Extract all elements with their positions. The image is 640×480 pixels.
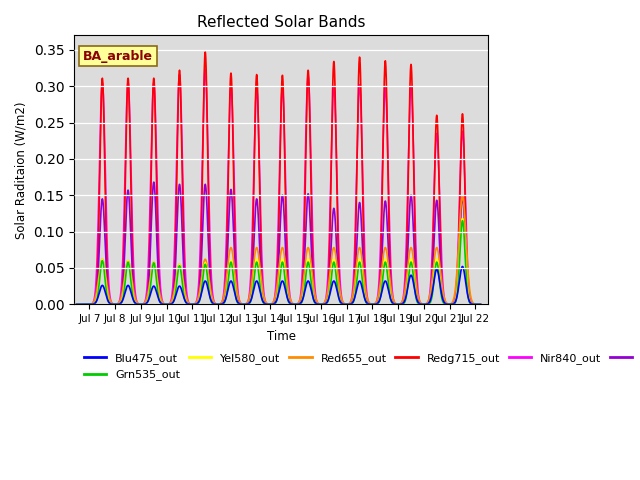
Nir840_out: [477, 301, 484, 307]
Redg715_out: [391, 301, 399, 307]
Redg715_out: [202, 49, 209, 55]
Redg715_out: [477, 301, 484, 307]
Yel580_out: [155, 292, 163, 298]
Nir945_out: [73, 301, 81, 307]
Blu475_out: [459, 264, 467, 269]
Red655_out: [73, 301, 81, 307]
Red655_out: [333, 264, 341, 270]
Redg715_out: [333, 207, 341, 213]
Line: Nir945_out: Nir945_out: [77, 182, 481, 304]
Blu475_out: [390, 301, 398, 307]
Nir945_out: [150, 180, 157, 185]
Line: Grn535_out: Grn535_out: [77, 221, 481, 304]
Grn535_out: [459, 218, 467, 224]
Nir840_out: [73, 301, 81, 307]
Yel580_out: [477, 301, 484, 307]
Nir840_out: [476, 301, 483, 307]
Blu475_out: [73, 301, 81, 307]
Nir945_out: [391, 301, 399, 307]
Yel580_out: [333, 279, 341, 285]
Legend: Blu475_out, Grn535_out, Yel580_out, Red655_out, Redg715_out, Nir840_out, Nir945_: Blu475_out, Grn535_out, Yel580_out, Red6…: [79, 348, 640, 385]
Yel580_out: [390, 301, 398, 307]
Grn535_out: [390, 301, 398, 307]
Nir840_out: [202, 67, 209, 72]
Line: Blu475_out: Blu475_out: [77, 266, 481, 304]
Nir840_out: [159, 300, 167, 305]
X-axis label: Time: Time: [267, 330, 296, 343]
Grn535_out: [155, 295, 163, 300]
Yel580_out: [476, 301, 483, 307]
Yel580_out: [459, 216, 467, 221]
Red655_out: [155, 285, 163, 291]
Red655_out: [224, 263, 232, 269]
Line: Yel580_out: Yel580_out: [77, 218, 481, 304]
Nir840_out: [333, 187, 341, 193]
Nir840_out: [391, 300, 399, 306]
Redg715_out: [476, 301, 483, 307]
Nir840_out: [155, 247, 163, 253]
Blu475_out: [333, 288, 341, 294]
Nir945_out: [224, 242, 232, 248]
Y-axis label: Solar Raditaion (W/m2): Solar Raditaion (W/m2): [15, 101, 28, 239]
Grn535_out: [73, 301, 81, 307]
Blu475_out: [155, 297, 163, 302]
Blu475_out: [224, 288, 232, 293]
Nir945_out: [159, 301, 167, 307]
Red655_out: [459, 194, 467, 200]
Line: Nir840_out: Nir840_out: [77, 70, 481, 304]
Line: Red655_out: Red655_out: [77, 197, 481, 304]
Nir945_out: [477, 301, 484, 307]
Redg715_out: [224, 199, 232, 204]
Text: BA_arable: BA_arable: [83, 49, 153, 62]
Blu475_out: [159, 301, 167, 307]
Redg715_out: [155, 273, 163, 278]
Grn535_out: [333, 283, 341, 289]
Title: Reflected Solar Bands: Reflected Solar Bands: [197, 15, 365, 30]
Grn535_out: [159, 301, 167, 307]
Nir840_out: [224, 176, 232, 182]
Yel580_out: [73, 301, 81, 307]
Nir945_out: [155, 279, 163, 285]
Nir945_out: [333, 257, 341, 263]
Grn535_out: [477, 301, 484, 307]
Blu475_out: [477, 301, 484, 307]
Redg715_out: [159, 301, 167, 307]
Red655_out: [476, 301, 483, 307]
Nir945_out: [476, 301, 483, 307]
Yel580_out: [159, 301, 167, 307]
Grn535_out: [224, 282, 232, 288]
Redg715_out: [73, 301, 81, 307]
Red655_out: [390, 299, 398, 305]
Grn535_out: [476, 301, 483, 307]
Blu475_out: [476, 301, 483, 307]
Line: Redg715_out: Redg715_out: [77, 52, 481, 304]
Red655_out: [477, 301, 484, 307]
Yel580_out: [224, 278, 232, 284]
Red655_out: [159, 300, 167, 306]
